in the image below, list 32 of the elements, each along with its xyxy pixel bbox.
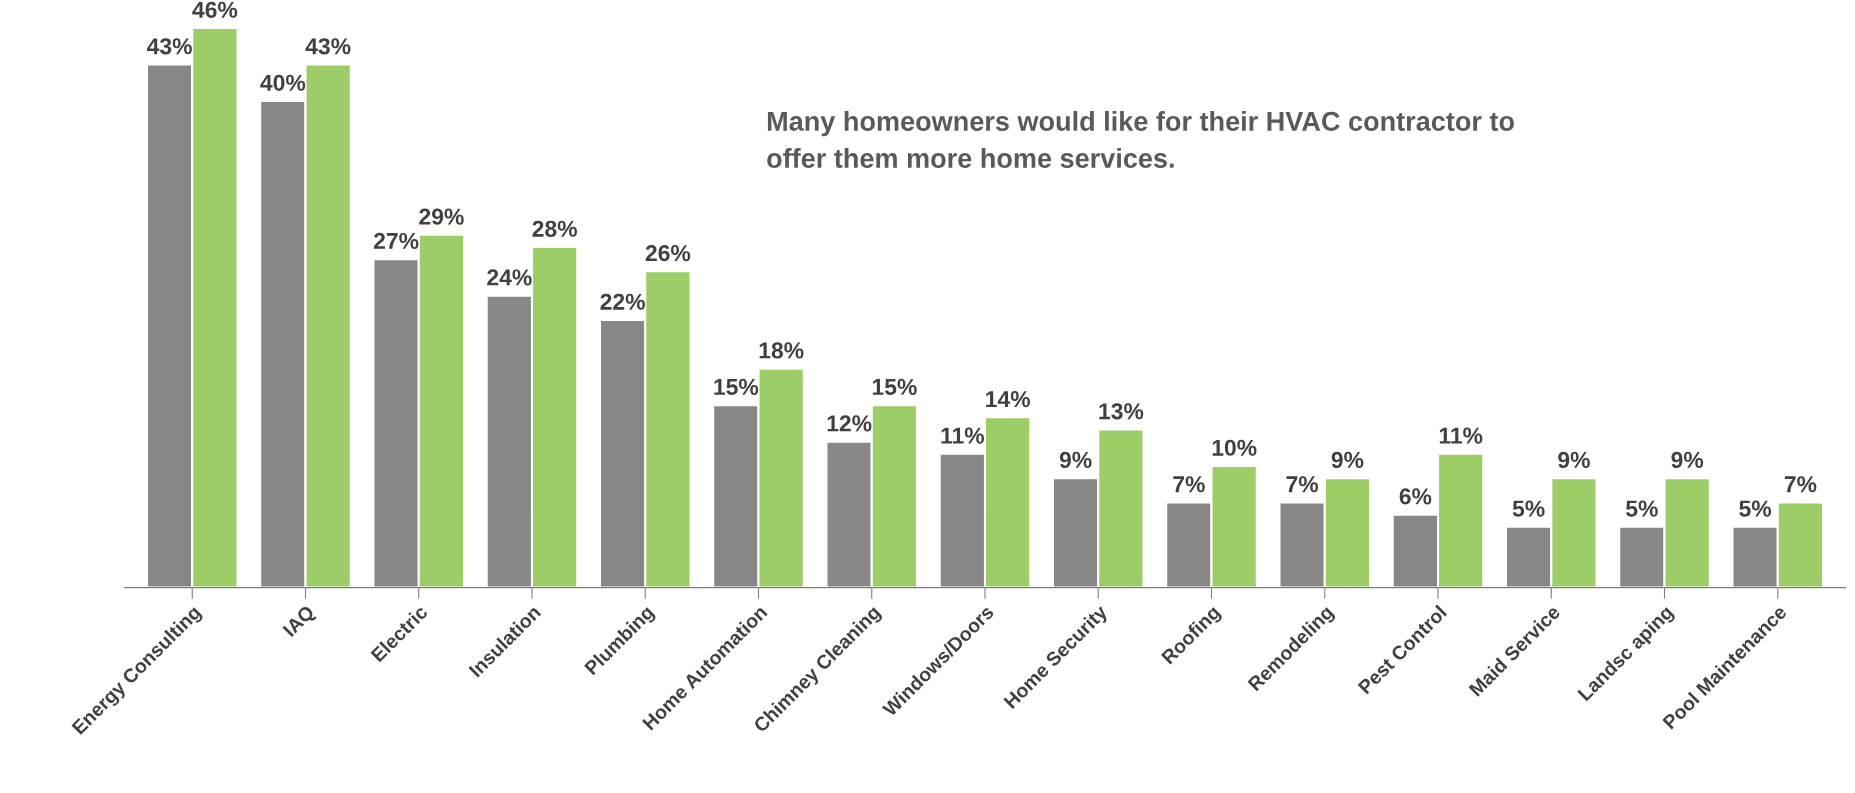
data-label: 28% xyxy=(532,220,577,237)
data-label: 26% xyxy=(645,244,691,262)
data-label: 15% xyxy=(714,378,759,396)
data-label: 46% xyxy=(192,1,238,18)
data-label: 29% xyxy=(419,208,464,225)
data-label: 15% xyxy=(872,378,917,396)
x-tick-label: IAQ xyxy=(282,604,318,640)
data-label: 9% xyxy=(1671,451,1704,469)
data-label: 6% xyxy=(1399,488,1432,505)
data-label: 7% xyxy=(1286,476,1319,493)
data-label: 5% xyxy=(1512,500,1545,517)
data-label: 43% xyxy=(305,38,351,55)
data-label: 27% xyxy=(373,232,419,249)
data-label: 10% xyxy=(1212,439,1257,456)
data-label: 11% xyxy=(1439,427,1483,444)
data-label: 7% xyxy=(1173,476,1205,493)
data-label: 13% xyxy=(1099,403,1144,420)
data-label: 9% xyxy=(1558,451,1590,469)
data-label: 5% xyxy=(1626,500,1658,517)
data-label: 9% xyxy=(1331,451,1364,469)
data-label: 7% xyxy=(1784,476,1817,493)
data-label: 14% xyxy=(986,391,1030,408)
data-label: 40% xyxy=(260,74,306,91)
data-label: 18% xyxy=(759,342,804,359)
annotation: Many homeowners would like for their HVAC contractor to offer them more home services. xyxy=(767,111,1514,168)
data-label: 9% xyxy=(1059,451,1092,469)
data-label: 12% xyxy=(827,415,872,432)
data-label: 5% xyxy=(1739,500,1772,517)
data-label: 22% xyxy=(600,293,645,310)
data-label: 24% xyxy=(487,269,532,286)
data-label: 11% xyxy=(941,427,985,444)
data-label: 43% xyxy=(147,38,192,55)
